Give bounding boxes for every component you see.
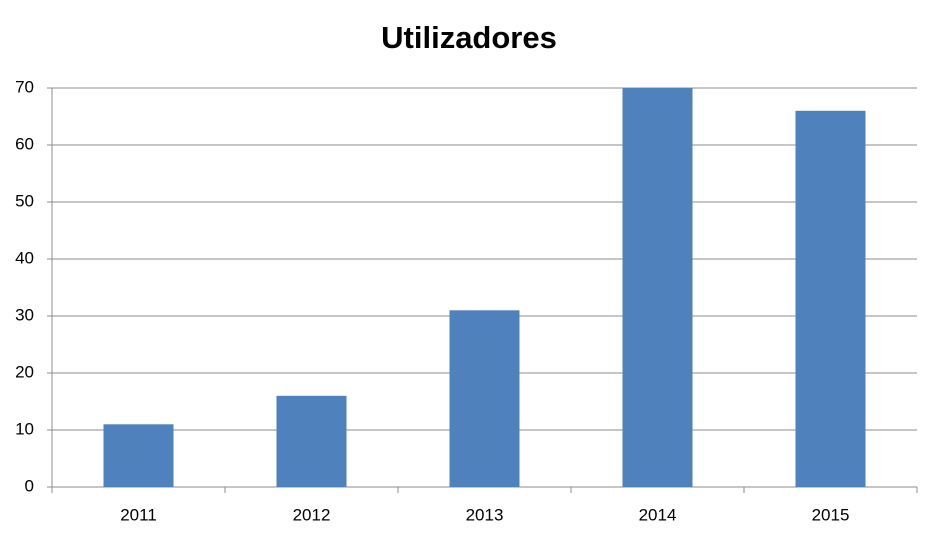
y-tick-label: 20 [15,362,34,381]
x-tick-label: 2014 [639,505,677,524]
y-tick-label: 70 [15,77,34,96]
bar [622,88,693,487]
x-tick-label: 2011 [120,505,157,524]
y-tick-label: 30 [15,305,34,324]
y-tick-label: 60 [15,134,34,153]
x-tick-label: 2013 [466,505,504,524]
bar [795,110,866,488]
bar [103,424,174,487]
bar [276,395,347,487]
y-tick-label: 50 [15,191,34,210]
chart-title: Utilizadores [381,20,557,55]
y-tick-label: 0 [25,476,34,495]
bar [449,310,520,487]
x-tick-label: 2015 [812,505,850,524]
x-tick-label: 2012 [293,505,331,524]
y-tick-label: 10 [15,419,34,438]
y-tick-label: 40 [15,248,34,267]
